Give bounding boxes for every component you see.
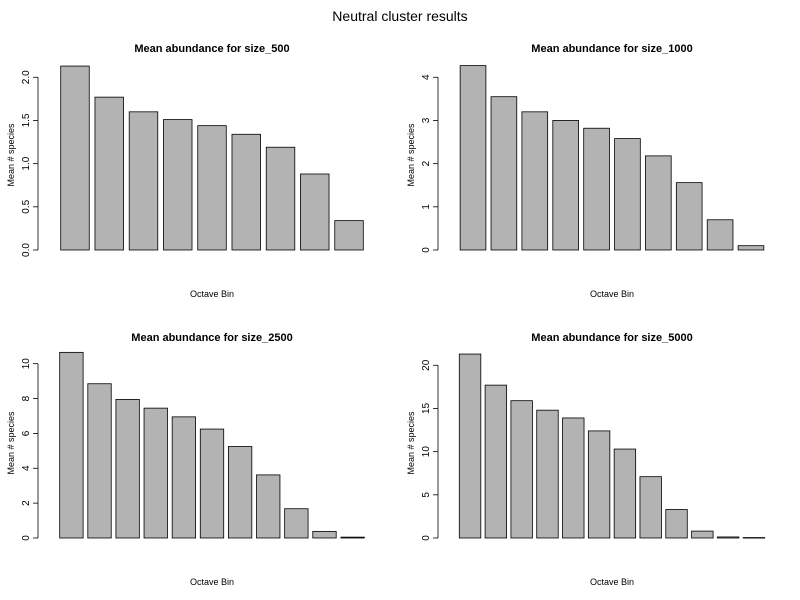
y-tick-label: 0.0 [21,243,32,257]
y-tick-label: 5 [421,492,432,498]
bar [87,383,112,539]
y-axis-label: Mean # species [6,123,16,187]
y-tick-label: 0 [421,247,432,253]
bar [536,409,559,539]
y-axis-label: Mean # species [406,123,416,187]
y-tick-label: 0 [21,535,32,541]
bar [163,119,193,251]
y-tick-label: 15 [421,402,432,414]
bar [645,155,672,251]
bar [231,133,261,251]
chart-title: Mean abundance for size_1000 [531,43,692,55]
y-tick-label: 8 [21,395,32,401]
y-tick-label: 6 [21,430,32,436]
bar [484,384,508,539]
x-axis-label: Octave Bin [590,289,634,299]
x-axis-label: Octave Bin [190,289,234,299]
y-tick-label: 10 [421,446,432,458]
bar [587,430,611,539]
bar [665,509,688,539]
bar [128,111,159,251]
bar [562,417,585,539]
bar [59,351,84,539]
y-axis-label: Mean # species [406,411,416,475]
y-tick-label: 10 [21,358,32,370]
chart-panel-3: Mean abundance for size_2500 0 2 4 6 8 10 Mean … [6,332,365,587]
y-tick-label: 1.0 [21,156,32,170]
bar [706,219,734,251]
bar [340,536,365,539]
chart-panel-2: Mean abundance for size_1000 0 1 2 3 4 Mean # … [406,43,765,299]
chart-panel-4: Mean abundance for size_5000 0 5 10 15 20 Mean… [406,332,766,587]
x-axis-label: Octave Bin [590,577,634,587]
chart-panel-1: Mean abundance for size_500 0.0 0.5 1.0 1.5 2… [6,43,364,299]
chart-title: Mean abundance for size_5000 [531,332,692,344]
bar [490,96,518,251]
bar [613,448,637,539]
bar [510,400,533,539]
bar [60,65,90,251]
y-tick-label: 3 [421,117,432,123]
y-tick-label: 1.5 [21,113,32,127]
y-tick-label: 2 [21,500,32,506]
chart-title: Mean abundance for size_500 [134,43,289,55]
y-tick-label: 0 [421,535,432,541]
y-tick-label: 4 [21,465,32,471]
y-tick-label: 20 [421,359,432,371]
bar [737,245,765,251]
bar [300,173,330,251]
bar [675,182,703,251]
bar [614,138,641,251]
bar [742,537,766,539]
bar [458,353,482,539]
bar [94,96,124,251]
bar [639,476,662,539]
bar [459,65,487,251]
y-tick-label: 2 [421,160,432,166]
bar [552,120,579,251]
bar [256,474,281,539]
y-tick-label: 2.0 [21,70,32,84]
bar [199,428,225,539]
bar [227,446,253,539]
y-tick-label: 1 [421,204,432,210]
y-tick-label: 0.5 [21,199,32,213]
bar [265,146,296,251]
bar [521,111,549,251]
bar [334,220,364,251]
chart-title: Mean abundance for size_2500 [131,332,292,344]
bar [716,536,740,539]
bar [312,530,337,539]
x-axis-label: Octave Bin [190,577,234,587]
y-axis-label: Mean # species [6,411,16,475]
bar [143,407,168,539]
bar [284,508,309,539]
bar [691,530,714,539]
bar [115,399,140,539]
figure-title: Neutral cluster results [332,8,468,24]
bar [171,416,196,539]
y-tick-label: 4 [421,74,432,80]
bar [197,125,227,251]
bar [583,127,610,251]
